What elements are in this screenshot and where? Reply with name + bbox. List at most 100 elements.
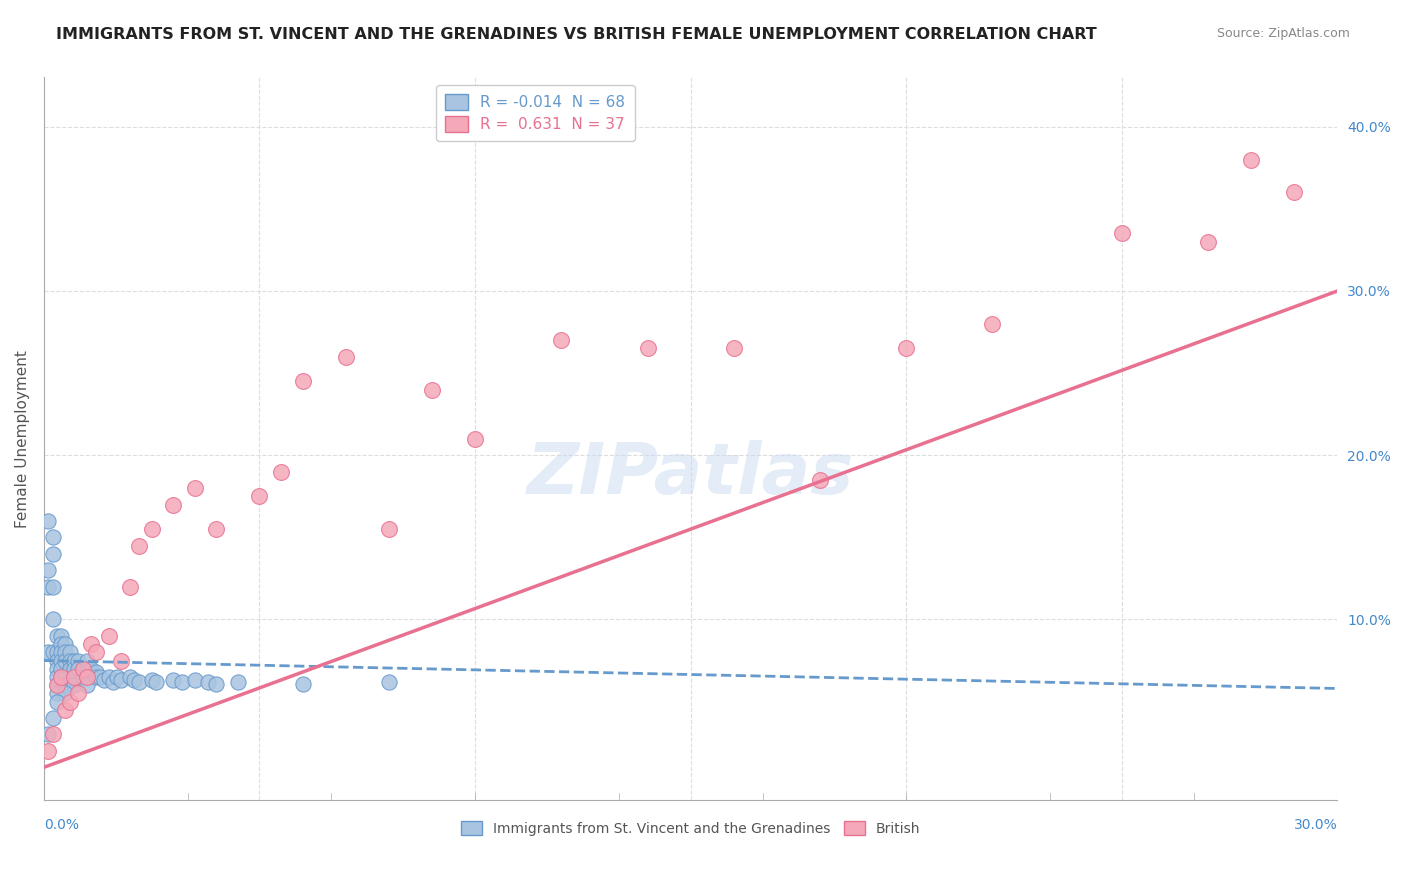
- Point: [63, 654, 86, 668]
- Point: [49, 637, 72, 651]
- Point: [141, 522, 163, 536]
- Point: [93, 673, 115, 688]
- Text: ZIPatlas: ZIPatlas: [527, 441, 855, 509]
- Point: [37, 514, 59, 528]
- Point: [84, 665, 107, 679]
- Text: 30.0%: 30.0%: [1294, 818, 1337, 832]
- Point: [37, 744, 59, 758]
- Point: [226, 674, 249, 689]
- Point: [55, 678, 77, 692]
- Point: [72, 662, 94, 676]
- Point: [59, 695, 82, 709]
- Point: [49, 670, 72, 684]
- Point: [105, 670, 128, 684]
- Point: [76, 678, 98, 692]
- Point: [141, 673, 163, 688]
- Point: [59, 654, 82, 668]
- Point: [76, 670, 98, 684]
- Point: [291, 374, 314, 388]
- Point: [84, 645, 107, 659]
- Point: [128, 539, 150, 553]
- Point: [76, 662, 98, 676]
- Point: [249, 489, 271, 503]
- Point: [162, 498, 184, 512]
- Point: [170, 674, 193, 689]
- Point: [59, 645, 82, 659]
- Point: [808, 473, 831, 487]
- Legend: Immigrants from St. Vincent and the Grenadines, British: Immigrants from St. Vincent and the Gren…: [453, 813, 929, 844]
- Point: [464, 432, 486, 446]
- Point: [41, 530, 63, 544]
- Point: [89, 670, 111, 684]
- Point: [63, 670, 86, 684]
- Point: [41, 547, 63, 561]
- Point: [378, 674, 401, 689]
- Point: [896, 342, 918, 356]
- Point: [67, 654, 90, 668]
- Point: [1197, 235, 1219, 249]
- Point: [120, 580, 142, 594]
- Point: [1240, 153, 1263, 167]
- Point: [37, 727, 59, 741]
- Point: [55, 670, 77, 684]
- Point: [128, 674, 150, 689]
- Point: [41, 727, 63, 741]
- Point: [291, 676, 314, 690]
- Point: [37, 563, 59, 577]
- Point: [184, 673, 207, 688]
- Point: [45, 670, 67, 684]
- Point: [67, 662, 90, 676]
- Point: [80, 662, 103, 676]
- Point: [63, 662, 86, 676]
- Point: [45, 654, 67, 668]
- Point: [205, 676, 228, 690]
- Point: [55, 645, 77, 659]
- Point: [723, 342, 745, 356]
- Point: [162, 673, 184, 688]
- Point: [49, 629, 72, 643]
- Point: [270, 465, 292, 479]
- Point: [72, 662, 94, 676]
- Point: [45, 678, 67, 692]
- Point: [120, 670, 142, 684]
- Point: [124, 673, 146, 688]
- Point: [197, 674, 219, 689]
- Point: [37, 580, 59, 594]
- Point: [76, 654, 98, 668]
- Point: [55, 703, 77, 717]
- Point: [378, 522, 401, 536]
- Point: [72, 670, 94, 684]
- Y-axis label: Female Unemployment: Female Unemployment: [15, 350, 30, 528]
- Point: [184, 481, 207, 495]
- Point: [45, 662, 67, 676]
- Point: [41, 711, 63, 725]
- Point: [63, 670, 86, 684]
- Point: [45, 686, 67, 700]
- Point: [41, 613, 63, 627]
- Point: [63, 678, 86, 692]
- Point: [205, 522, 228, 536]
- Point: [55, 686, 77, 700]
- Point: [45, 645, 67, 659]
- Point: [981, 317, 1004, 331]
- Point: [1284, 186, 1306, 200]
- Point: [145, 674, 167, 689]
- Point: [420, 383, 443, 397]
- Point: [45, 678, 67, 692]
- Point: [41, 580, 63, 594]
- Point: [97, 629, 120, 643]
- Point: [45, 629, 67, 643]
- Point: [45, 695, 67, 709]
- Text: IMMIGRANTS FROM ST. VINCENT AND THE GRENADINES VS BRITISH FEMALE UNEMPLOYMENT CO: IMMIGRANTS FROM ST. VINCENT AND THE GREN…: [56, 27, 1097, 42]
- Point: [49, 662, 72, 676]
- Point: [1111, 227, 1133, 241]
- Point: [550, 333, 572, 347]
- Point: [110, 654, 132, 668]
- Point: [49, 654, 72, 668]
- Point: [55, 654, 77, 668]
- Point: [97, 670, 120, 684]
- Point: [110, 673, 132, 688]
- Point: [335, 350, 357, 364]
- Text: 0.0%: 0.0%: [44, 818, 79, 832]
- Point: [59, 662, 82, 676]
